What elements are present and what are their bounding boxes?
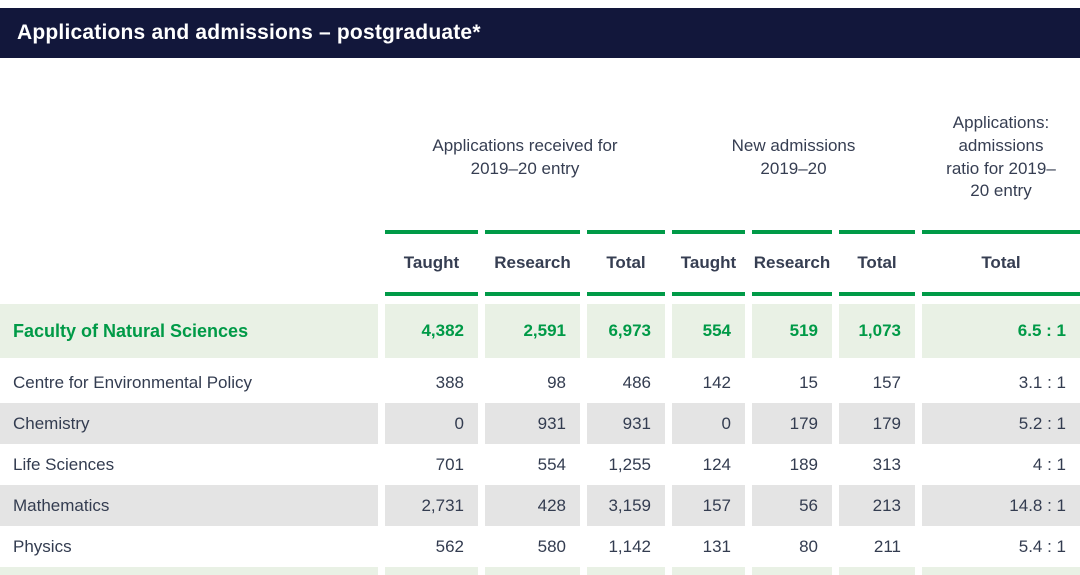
- column-header-adm-research: Research: [752, 230, 832, 296]
- row-label: Centre for Environmental Policy: [13, 372, 253, 392]
- group-header-spacer: [0, 85, 378, 230]
- group-header-applications: Applications received for 2019–20 entry: [432, 135, 618, 178]
- cell-adm-taught: 554: [672, 304, 745, 358]
- group-header-row: Applications received for 2019–20 entry …: [0, 85, 1080, 230]
- table-row-faculty-of-natural-sciences: Faculty of Natural Sciences 4,382 2,591 …: [0, 304, 1080, 358]
- cell-ratio: 5.2 : 1: [922, 403, 1080, 444]
- table-row-centre-for-environmental-policy: Centre for Environmental Policy 388 98 4…: [0, 362, 1080, 403]
- cell-apps-total: 1,142: [608, 536, 651, 556]
- column-header-adm-total: Total: [839, 230, 915, 296]
- cell-apps-taught: 2,731: [385, 485, 478, 526]
- cell-adm-taught: 142: [702, 372, 731, 392]
- title-bar: Applications and admissions – postgradua…: [0, 8, 1080, 58]
- cell-adm-total: 1,073: [839, 304, 915, 358]
- cell-adm-total: 211: [873, 536, 901, 556]
- column-header-apps-taught: Taught: [385, 230, 478, 296]
- cell-apps-taught: 0: [385, 403, 478, 444]
- column-header-adm-taught: Taught: [672, 230, 745, 296]
- group-header-admissions: New admissions 2019–20: [731, 135, 856, 178]
- cell-apps-research: 98: [547, 372, 566, 392]
- cell-apps-taught: 4,382: [385, 304, 478, 358]
- table-row-partial: [0, 567, 1080, 575]
- cell-adm-taught: 131: [702, 536, 731, 556]
- row-label: Physics: [13, 536, 72, 556]
- cell-apps-total: 3,159: [587, 485, 665, 526]
- row-label: Faculty of Natural Sciences: [0, 304, 378, 358]
- cell-ratio: 5.4 : 1: [1018, 536, 1066, 556]
- column-header-apps-total: Total: [587, 230, 665, 296]
- cell-apps-total: 6,973: [587, 304, 665, 358]
- cell-adm-research: 179: [752, 403, 832, 444]
- column-header-apps-research: Research: [485, 230, 580, 296]
- column-header-spacer: [0, 230, 378, 296]
- cell-apps-total: 486: [622, 372, 651, 392]
- row-label: Life Sciences: [13, 454, 115, 474]
- cell-ratio: 3.1 : 1: [1018, 372, 1066, 392]
- table-row-physics: Physics 562 580 1,142 131 80 211 5.4 : 1: [0, 526, 1080, 567]
- cell-ratio: 14.8 : 1: [922, 485, 1080, 526]
- cell-adm-total: 157: [872, 372, 901, 392]
- cell-adm-research: 56: [752, 485, 832, 526]
- page-title: Applications and admissions – postgradua…: [17, 21, 481, 44]
- cell-adm-total: 313: [872, 454, 901, 474]
- cell-adm-research: 519: [752, 304, 832, 358]
- column-header-ratio-total: Total: [922, 230, 1080, 296]
- cell-apps-research: 931: [485, 403, 580, 444]
- cell-ratio: 6.5 : 1: [922, 304, 1080, 358]
- cell-apps-research: 580: [537, 536, 566, 556]
- applications-admissions-table: Applications received for 2019–20 entry …: [0, 85, 1080, 575]
- cell-apps-research: 428: [485, 485, 580, 526]
- cell-apps-total: 931: [587, 403, 665, 444]
- cell-adm-taught: 0: [672, 403, 745, 444]
- cell-apps-total: 1,255: [608, 454, 651, 474]
- table-row-mathematics: Mathematics 2,731 428 3,159 157 56 213 1…: [0, 485, 1080, 526]
- column-header-row: Taught Research Total Taught Research To…: [0, 230, 1080, 296]
- cell-apps-research: 554: [537, 454, 566, 474]
- cell-apps-research: 2,591: [485, 304, 580, 358]
- cell-apps-taught: 562: [435, 536, 464, 556]
- row-label: Mathematics: [0, 485, 378, 526]
- cell-apps-taught: 701: [435, 454, 464, 474]
- row-label: Chemistry: [0, 403, 378, 444]
- cell-adm-taught: 124: [702, 454, 731, 474]
- cell-adm-research: 189: [789, 454, 818, 474]
- cell-apps-taught: 388: [435, 372, 464, 392]
- cell-adm-research: 80: [799, 536, 818, 556]
- cell-adm-total: 179: [839, 403, 915, 444]
- cell-ratio: 4 : 1: [1032, 454, 1066, 474]
- cell-adm-total: 213: [839, 485, 915, 526]
- group-header-ratio: Applications: admissions ratio for 2019–…: [946, 112, 1056, 201]
- table-row-chemistry: Chemistry 0 931 931 0 179 179 5.2 : 1: [0, 403, 1080, 444]
- cell-adm-taught: 157: [672, 485, 745, 526]
- table-row-life-sciences: Life Sciences 701 554 1,255 124 189 313 …: [0, 444, 1080, 485]
- cell-adm-research: 15: [799, 372, 818, 392]
